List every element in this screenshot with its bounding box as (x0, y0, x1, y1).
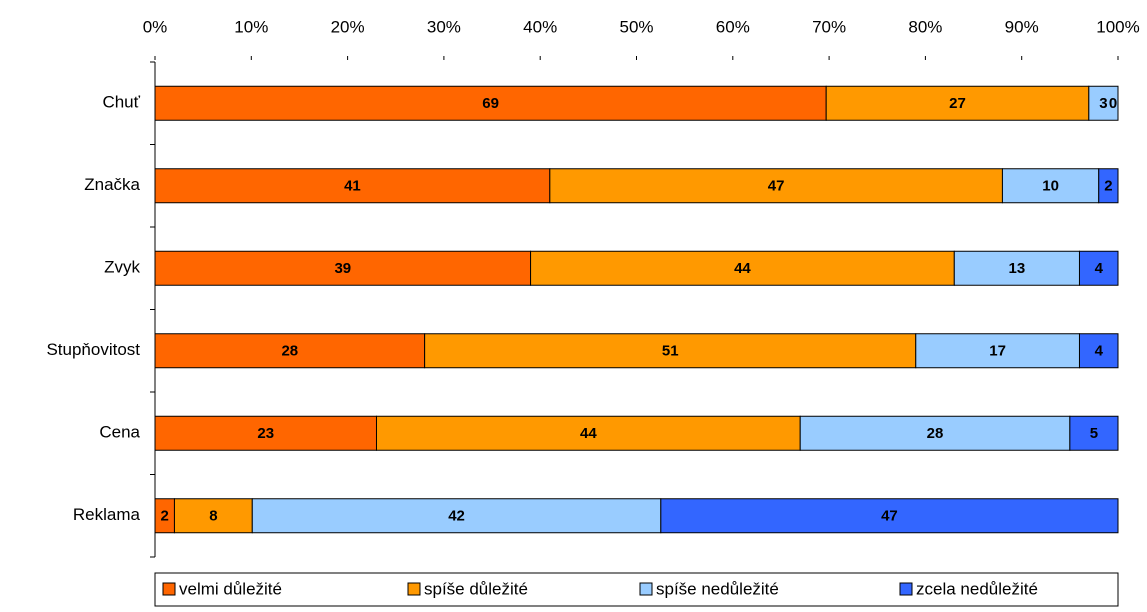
y-tick-label: Chuť (102, 93, 140, 112)
value-label: 5 (1090, 425, 1098, 442)
value-label: 51 (662, 343, 679, 360)
legend-label: spíše důležité (424, 579, 528, 598)
legend-swatch (407, 582, 421, 596)
value-label: 44 (734, 260, 751, 277)
x-tick-label: 10% (234, 17, 268, 36)
legend-label: velmi důležité (179, 579, 282, 598)
bar-segment (1078, 333, 1119, 369)
value-label: 42 (448, 508, 465, 525)
legend-label: zcela nedůležité (916, 579, 1038, 598)
bar-segment (154, 168, 551, 204)
x-tick-label: 20% (331, 17, 365, 36)
y-tick-label: Cena (99, 423, 140, 442)
value-label: 47 (768, 178, 785, 195)
value-label: 2 (1104, 178, 1112, 195)
x-tick-label: 40% (523, 17, 557, 36)
x-tick-label: 70% (812, 17, 846, 36)
bar-segment (915, 333, 1080, 369)
value-label: 0 (1109, 95, 1117, 112)
x-tick-label: 60% (716, 17, 750, 36)
value-label: 8 (209, 508, 217, 525)
legend-swatch (639, 582, 653, 596)
bar-segment (1088, 85, 1119, 121)
bar-segment (549, 168, 1003, 204)
x-tick-label: 100% (1096, 17, 1139, 36)
legend-label: spíše nedůležité (656, 579, 779, 598)
bar-segment (424, 333, 917, 369)
x-tick-label: 0% (143, 17, 168, 36)
bar-segment (1069, 415, 1119, 451)
bar-segment (1098, 168, 1119, 204)
bar-segment (375, 415, 801, 451)
value-label: 3 (1099, 95, 1107, 112)
x-tick-label: 80% (908, 17, 942, 36)
bar-segment (173, 498, 253, 534)
legend-swatch (899, 582, 913, 596)
value-label: 4 (1095, 343, 1104, 360)
value-label: 69 (482, 95, 499, 112)
value-label: 4 (1095, 260, 1104, 277)
value-label: 44 (580, 425, 597, 442)
bar-segment (154, 85, 827, 121)
value-label: 17 (989, 343, 1006, 360)
value-label: 23 (257, 425, 274, 442)
y-tick-label: Reklama (73, 505, 141, 524)
x-tick-label: 30% (427, 17, 461, 36)
y-tick-label: Stupňovitost (46, 340, 140, 359)
value-label: 41 (344, 178, 361, 195)
value-label: 2 (161, 508, 169, 525)
bar-segment (825, 85, 1090, 121)
value-label: 39 (334, 260, 351, 277)
bar-segment (1001, 168, 1100, 204)
value-label: 28 (927, 425, 944, 442)
bar-segment (1078, 250, 1119, 286)
value-label: 47 (881, 508, 898, 525)
legend-swatch (162, 582, 176, 596)
bar-segment (154, 250, 532, 286)
bar-segment (530, 250, 955, 286)
bar-segment (660, 498, 1119, 534)
value-label: 28 (281, 343, 298, 360)
x-tick-label: 50% (619, 17, 653, 36)
value-label: 10 (1042, 178, 1059, 195)
x-tick-label: 90% (1005, 17, 1039, 36)
y-tick-label: Zvyk (104, 258, 140, 277)
bar-segment (154, 333, 426, 369)
bar-segment (154, 415, 377, 451)
y-tick-label: Značka (84, 175, 140, 194)
legend-box (154, 572, 1119, 607)
value-label: 13 (1009, 260, 1026, 277)
value-label: 27 (949, 95, 966, 112)
